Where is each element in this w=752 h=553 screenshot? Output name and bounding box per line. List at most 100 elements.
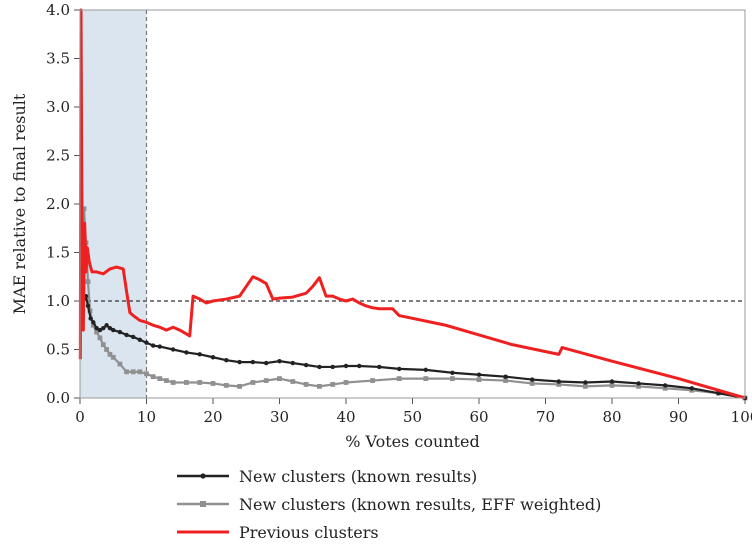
data-point: [277, 376, 282, 381]
data-point: [303, 362, 309, 368]
data-point: [144, 371, 149, 377]
x-tick-label: 0: [75, 408, 85, 426]
legend-swatch-previous-clusters: [177, 530, 229, 534]
data-point: [250, 359, 256, 365]
data-point: [107, 351, 113, 357]
data-point: [397, 366, 402, 372]
data-point: [164, 378, 169, 383]
data-point: [290, 360, 295, 366]
data-point: [144, 340, 149, 345]
data-point: [476, 377, 482, 382]
data-point: [636, 381, 641, 386]
series-2: [78, 8, 746, 400]
data-point: [170, 347, 176, 352]
data-point: [503, 378, 508, 383]
y-tick-label: 1.0: [46, 292, 70, 310]
legend: New clusters (known results) New cluster…: [175, 462, 601, 546]
data-point: [277, 358, 282, 364]
series-0: [79, 293, 748, 401]
data-point: [556, 379, 561, 384]
x-tick-label: 60: [469, 408, 488, 426]
data-point: [137, 337, 143, 342]
data-point: [317, 364, 322, 370]
data-point: [530, 377, 535, 382]
data-point: [131, 334, 136, 340]
data-point: [250, 380, 256, 385]
legend-item-previous-clusters: Previous clusters: [175, 518, 601, 546]
x-tick-label: 50: [403, 408, 422, 426]
data-point: [110, 354, 116, 360]
data-point: [85, 279, 91, 284]
data-point: [343, 363, 349, 369]
data-point: [264, 360, 269, 366]
series-1: [79, 206, 748, 401]
data-point: [396, 376, 402, 381]
data-point: [117, 361, 123, 367]
x-tick-label: 30: [270, 408, 289, 426]
data-point: [450, 376, 455, 381]
data-point: [184, 350, 189, 355]
legend-swatch-new-clusters: [177, 473, 229, 479]
data-point: [450, 370, 455, 375]
data-point: [91, 320, 96, 325]
data-point: [197, 380, 203, 385]
data-point: [263, 378, 269, 383]
data-point: [100, 342, 106, 348]
data-point: [117, 329, 123, 335]
data-point: [503, 374, 508, 379]
data-point: [97, 327, 103, 333]
data-point: [583, 383, 588, 389]
y-tick-label: 3.0: [46, 98, 70, 116]
data-point: [223, 382, 229, 388]
data-point: [97, 335, 103, 341]
data-point: [85, 303, 91, 309]
data-point: [124, 332, 129, 338]
data-point: [357, 363, 362, 369]
x-tick-label: 20: [203, 408, 222, 426]
data-point: [94, 325, 99, 331]
data-point: [237, 383, 242, 389]
data-point: [636, 383, 641, 389]
data-point: [104, 347, 109, 352]
x-tick-label: 80: [602, 408, 621, 426]
x-tick-label: 100: [731, 408, 752, 426]
x-tick-label: 40: [336, 408, 355, 426]
legend-label-new-clusters-eff: New clusters (known results, EFF weighte…: [239, 494, 602, 514]
data-point: [303, 382, 309, 387]
y-tick-label: 3.5: [46, 50, 70, 68]
y-tick-label: 2.0: [46, 195, 70, 213]
data-point: [157, 344, 162, 349]
data-point: [197, 352, 202, 357]
legend-item-new-clusters-eff: New clusters (known results, EFF weighte…: [175, 490, 601, 518]
data-point: [330, 364, 335, 370]
data-point: [150, 343, 156, 348]
data-point: [184, 380, 189, 385]
data-point: [104, 323, 109, 328]
data-point: [663, 383, 668, 388]
data-point: [111, 327, 116, 333]
data-point: [224, 357, 229, 363]
data-point: [609, 379, 615, 384]
y-axis-title: MAE relative to final result: [10, 93, 29, 314]
data-point: [317, 383, 322, 389]
x-tick-label: 70: [536, 408, 555, 426]
x-tick-label: 10: [137, 408, 156, 426]
data-point: [423, 376, 429, 381]
data-point: [150, 374, 156, 380]
data-point: [88, 316, 93, 321]
series-layer: [78, 8, 748, 401]
legend-label-previous-clusters: Previous clusters: [239, 522, 379, 542]
data-point: [124, 369, 129, 375]
y-tick-label: 0.0: [46, 389, 70, 407]
data-point: [130, 369, 136, 375]
data-point: [583, 380, 588, 385]
data-point: [290, 379, 296, 384]
data-point: [689, 386, 694, 391]
y-tick-label: 4.0: [46, 1, 70, 19]
data-point: [90, 322, 96, 328]
legend-swatch-new-clusters-eff: [177, 501, 229, 507]
y-tick-label: 0.5: [46, 341, 70, 359]
data-point: [609, 382, 615, 388]
y-tick-label: 1.5: [46, 244, 70, 262]
